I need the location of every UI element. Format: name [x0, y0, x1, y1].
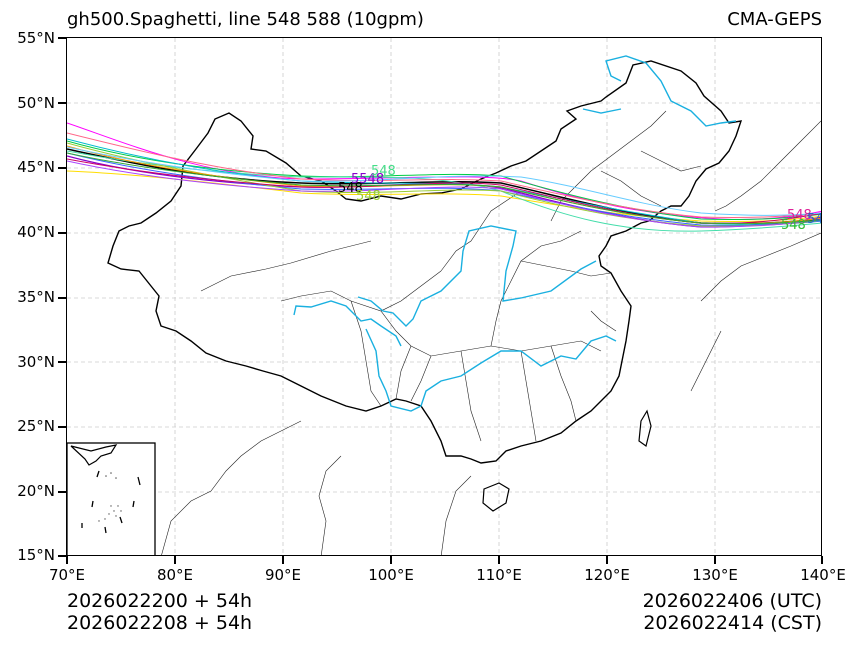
lon-tick [714, 556, 716, 564]
lat-label-50: 50°N [17, 94, 55, 112]
lon-tick [821, 556, 823, 564]
map-canvas: 548 5548 548 548 548 548 54 [67, 38, 822, 555]
contour-label: 54 [807, 212, 822, 227]
lat-label-45: 45°N [17, 158, 55, 176]
lat-tick [58, 232, 66, 234]
lat-label-25: 25°N [17, 417, 55, 435]
lon-label-80: 80°E [156, 566, 194, 584]
lat-label-55: 55°N [17, 29, 55, 47]
lon-label-90: 90°E [264, 566, 302, 584]
valid-time-utc: 2026022406 (UTC) [642, 590, 822, 612]
map-panel: 548 5548 548 548 548 548 54 [66, 37, 822, 556]
model-name: CMA-GEPS [727, 9, 822, 30]
chart-title: gh500.Spaghetti, line 548 588 (10gpm) [67, 9, 424, 30]
lon-tick [498, 556, 500, 564]
lon-label-110: 110°E [476, 566, 522, 584]
lat-label-30: 30°N [17, 353, 55, 371]
contour-label: 548 [356, 189, 381, 204]
spaghetti-contours [67, 122, 821, 232]
lat-label-35: 35°N [17, 288, 55, 306]
lon-tick [174, 556, 176, 564]
lat-tick [58, 37, 66, 39]
init-time-block: 2026022200 + 54h 2026022208 + 54h [67, 590, 252, 634]
contour-label: 548 [371, 164, 396, 179]
init-time-cst: 2026022208 + 54h [67, 612, 253, 634]
lon-label-130: 130°E [692, 566, 738, 584]
lat-label-15: 15°N [17, 546, 55, 564]
lon-tick [606, 556, 608, 564]
neighbor-borders [161, 120, 821, 555]
lon-tick [66, 556, 68, 564]
hainan-island [482, 482, 510, 512]
taiwan-island [638, 409, 652, 448]
contour-label: 548 [781, 218, 806, 233]
provincial-borders [200, 110, 702, 442]
lat-tick [58, 555, 66, 557]
rivers [293, 55, 737, 412]
lon-label-70: 70°E [48, 566, 86, 584]
lat-tick [58, 102, 66, 104]
lat-label-40: 40°N [17, 223, 55, 241]
inset-south-china-sea [67, 442, 156, 555]
lat-tick [58, 491, 66, 493]
graticule [67, 38, 821, 555]
lat-tick [58, 426, 66, 428]
lat-tick [58, 297, 66, 299]
init-time-utc: 2026022200 + 54h [67, 590, 253, 612]
valid-time-block: 2026022406 (UTC) 2026022414 (CST) [643, 590, 822, 634]
lon-label-140: 140°E [800, 566, 846, 584]
contour-label: 548 [787, 208, 812, 223]
lat-tick [58, 361, 66, 363]
lat-label-20: 20°N [17, 482, 55, 500]
lon-tick [390, 556, 392, 564]
lon-label-120: 120°E [584, 566, 630, 584]
national-border [107, 60, 743, 464]
contour-label: 5548 [351, 172, 384, 187]
lon-tick [282, 556, 284, 564]
lon-label-100: 100°E [368, 566, 414, 584]
contour-label: 548 [338, 181, 363, 196]
lat-tick [58, 167, 66, 169]
valid-time-cst: 2026022414 (CST) [643, 612, 822, 634]
